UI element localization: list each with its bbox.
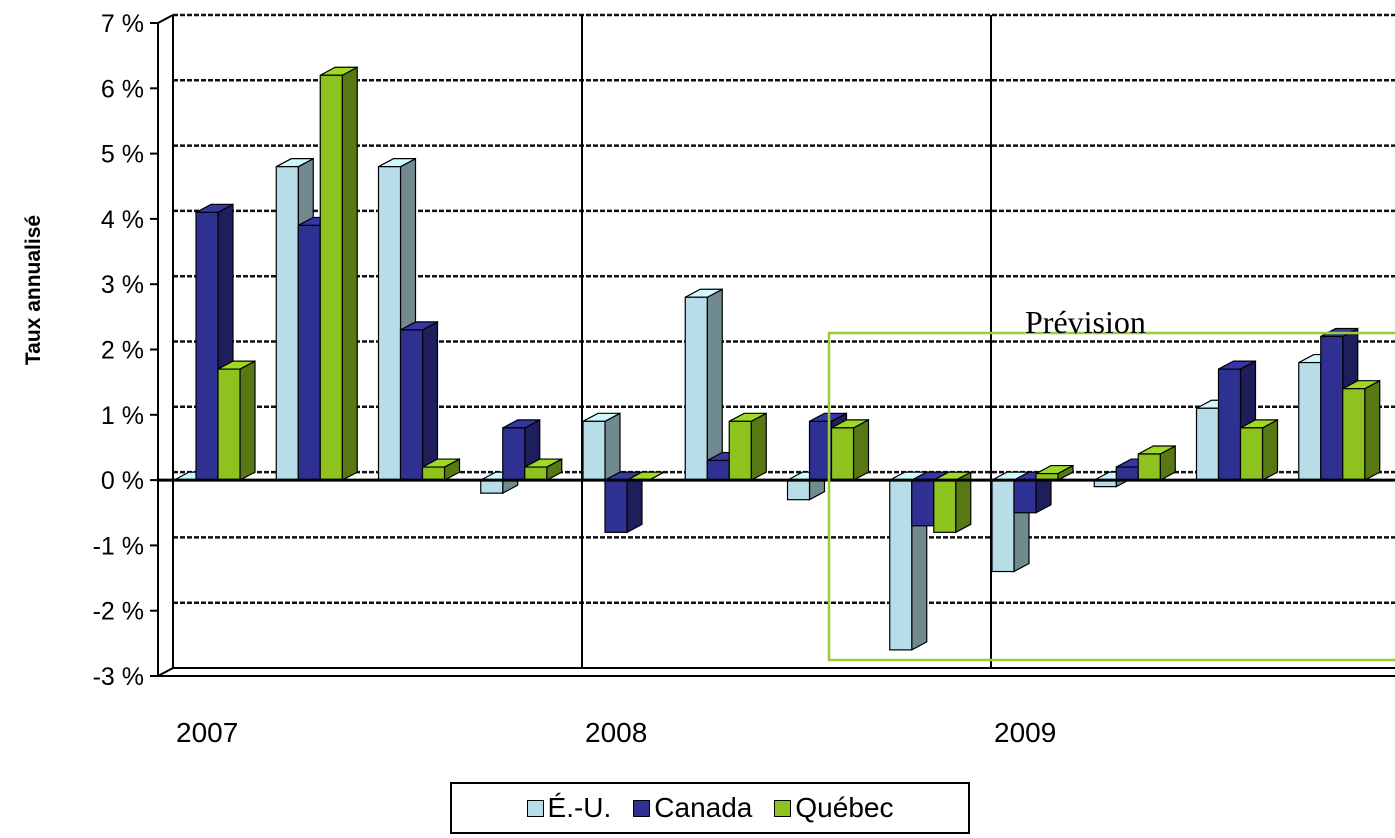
legend-item-quebec: Québec — [774, 792, 893, 824]
bar-0-4 — [582, 420, 606, 481]
bar-1-8 — [1013, 479, 1037, 514]
bar-side-1-2 — [421, 320, 439, 482]
y-tick-label-0: 7 % — [101, 10, 144, 38]
bar-2-2 — [421, 466, 446, 481]
y-tick-label-1: 6 % — [101, 75, 144, 103]
bar-side-2-11 — [1364, 379, 1381, 482]
y-tick-label-3: 4 % — [101, 206, 144, 234]
bar-2-10 — [1239, 427, 1264, 481]
wall-bottom-slant — [157, 667, 174, 677]
forecast-label: Prévision — [1025, 304, 1146, 340]
year-label-0: 2007 — [176, 717, 238, 748]
bar-2-0 — [217, 368, 241, 481]
bar-0-6 — [786, 479, 811, 501]
legend-label-us: É.-U. — [547, 792, 612, 823]
bar-1-9 — [1115, 466, 1139, 481]
bar-1-10 — [1217, 368, 1242, 481]
bar-2-1 — [319, 74, 343, 481]
bar-side-2-6 — [852, 418, 870, 482]
bar-side-0-5 — [706, 288, 723, 482]
bar-side-2-1 — [341, 66, 358, 482]
bar-side-2-5 — [750, 412, 767, 482]
bar-1-7 — [911, 479, 935, 527]
y-tick-label-9: -2 % — [93, 598, 144, 626]
bar-1-5 — [706, 459, 730, 481]
bar-2-3 — [524, 466, 548, 481]
legend-swatch-quebec — [774, 799, 792, 817]
bar-0-10 — [1195, 407, 1220, 481]
year-label-1: 2008 — [585, 717, 647, 748]
bar-2-5 — [728, 420, 752, 481]
year-label-2: 2009 — [994, 717, 1056, 748]
legend-label-quebec: Québec — [795, 792, 894, 823]
bar-0-2 — [377, 166, 402, 481]
bar-0-5 — [684, 296, 708, 481]
bar-2-9 — [1137, 453, 1161, 481]
bar-1-4 — [604, 479, 628, 533]
y-tick-label-7: 0 % — [101, 467, 144, 495]
y-tick-label-6: 1 % — [101, 402, 144, 430]
bar-2-6 — [830, 427, 855, 481]
legend-swatch-canada — [633, 799, 651, 817]
legend-label-canada: Canada — [654, 792, 753, 823]
bar-0-8 — [991, 479, 1015, 573]
y-tick-label-10: -3 % — [93, 663, 144, 691]
bar-1-3 — [502, 427, 526, 481]
y-axis-label-wrap: Taux annualisé — [14, 160, 54, 420]
wall-top-slant — [157, 14, 174, 24]
bar-side-0-4 — [604, 412, 621, 482]
bar-0-11 — [1298, 361, 1322, 481]
y-tick-label-5: 2 % — [101, 337, 144, 365]
y-tick-label-8: -1 % — [93, 532, 144, 560]
forecast-box — [827, 331, 1395, 662]
bar-1-1 — [297, 224, 321, 481]
bar-0-7 — [889, 479, 913, 651]
bar-side-2-0 — [239, 360, 256, 482]
bar-2-11 — [1342, 388, 1366, 481]
legend: É.-U. Canada Québec — [450, 782, 970, 834]
y-tick-label-4: 3 % — [101, 271, 144, 299]
y-axis-label: Taux annualisé — [22, 214, 46, 366]
bar-side-2-10 — [1261, 418, 1279, 482]
bar-1-11 — [1320, 335, 1344, 481]
bar-0-3 — [480, 479, 504, 494]
legend-item-canada: Canada — [633, 792, 752, 824]
bar-1-0 — [195, 211, 219, 481]
legend-swatch-us — [526, 799, 544, 817]
y-tick-label-2: 5 % — [101, 141, 144, 169]
bar-2-7 — [933, 479, 957, 533]
bar-0-1 — [275, 166, 299, 481]
legend-item-us: É.-U. — [526, 792, 612, 824]
bar-1-2 — [399, 329, 424, 481]
